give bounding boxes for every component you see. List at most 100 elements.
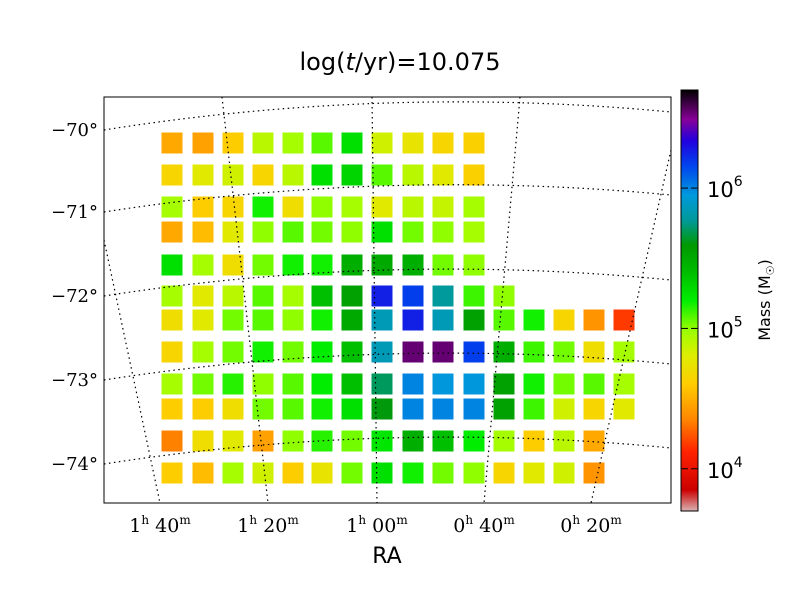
mass-cell — [463, 341, 485, 363]
mass-cell — [222, 285, 244, 307]
mass-cell — [402, 341, 424, 363]
mass-cell — [402, 285, 424, 307]
mass-cell — [583, 430, 605, 452]
mass-cell — [463, 221, 485, 243]
mass-cell — [371, 132, 393, 154]
dec-tick-label: −73° — [51, 370, 98, 391]
mass-cell — [311, 462, 333, 484]
mass-cell — [341, 462, 363, 484]
mass-cell — [222, 373, 244, 395]
mass-cell — [583, 462, 605, 484]
mass-cell — [252, 398, 274, 420]
mass-cell — [161, 430, 183, 452]
colorbar-gradient — [680, 89, 699, 512]
mass-cell — [311, 221, 333, 243]
mass-cell — [371, 164, 393, 186]
mass-cell — [463, 373, 485, 395]
ra-tick-label: 1h 20m — [237, 513, 299, 537]
mass-cell — [341, 373, 363, 395]
mass-cell — [311, 164, 333, 186]
mass-cell — [341, 196, 363, 218]
ra-tick-label: 0h 40m — [453, 513, 515, 537]
mass-cell — [252, 373, 274, 395]
mass-cell — [402, 398, 424, 420]
mass-cell — [252, 132, 274, 154]
mass-cell — [192, 221, 214, 243]
mass-cell — [192, 430, 214, 452]
mass-cell — [463, 309, 485, 331]
mass-cell — [432, 309, 454, 331]
colorbar-tick-label: 105 — [707, 314, 743, 342]
mass-cell — [252, 462, 274, 484]
mass-cell — [371, 398, 393, 420]
mass-cell — [282, 221, 304, 243]
mass-cell — [161, 462, 183, 484]
plot-area: −70° −71° −72° −73° −74° 1h 40m 1h 20m 1h 00m 0h 40… — [51, 96, 672, 537]
mass-cell — [432, 132, 454, 154]
mass-cell — [432, 196, 454, 218]
mass-cell — [493, 398, 515, 420]
mass-cell — [161, 309, 183, 331]
mass-cell — [341, 309, 363, 331]
mass-cell — [161, 164, 183, 186]
mass-cell — [523, 341, 545, 363]
mass-cell — [371, 285, 393, 307]
mass-cell — [432, 285, 454, 307]
mass-cell — [341, 132, 363, 154]
mass-cell — [192, 196, 214, 218]
ra-tick-label: 0h 20m — [560, 513, 622, 537]
mass-cell — [192, 132, 214, 154]
mass-cell — [371, 462, 393, 484]
mass-cell — [252, 309, 274, 331]
mass-cell — [463, 430, 485, 452]
x-axis-label: RA — [372, 544, 401, 569]
coordinate-grid — [103, 96, 672, 504]
mass-cell — [311, 309, 333, 331]
mass-cell — [311, 398, 333, 420]
mass-cell — [252, 221, 274, 243]
mass-cell — [432, 430, 454, 452]
mass-cell — [463, 462, 485, 484]
mass-cell — [432, 398, 454, 420]
mass-cell — [402, 196, 424, 218]
colorbar-label: Mass (M☉) — [755, 259, 777, 341]
mass-cell — [311, 341, 333, 363]
mass-cell — [523, 462, 545, 484]
mass-cell — [432, 462, 454, 484]
mass-cell — [282, 132, 304, 154]
mass-cell — [553, 341, 575, 363]
mass-cell — [463, 398, 485, 420]
mass-cell — [282, 285, 304, 307]
mass-cell — [192, 309, 214, 331]
plot-frame — [103, 96, 672, 504]
mass-cell — [523, 398, 545, 420]
mass-cell — [252, 164, 274, 186]
mass-cell — [192, 373, 214, 395]
mass-cell — [371, 196, 393, 218]
colorbar-ticks: 104 105 106 — [681, 174, 743, 483]
chart-title: log(t/yr)=10.075 — [300, 48, 501, 76]
mass-cell — [222, 221, 244, 243]
mass-cell — [222, 309, 244, 331]
colorbar: 104 105 106 Mass (M☉) — [680, 89, 777, 512]
mass-cell — [463, 285, 485, 307]
mass-cell — [192, 398, 214, 420]
mass-cell — [311, 285, 333, 307]
mass-cell — [553, 398, 575, 420]
mass-cell — [341, 164, 363, 186]
mass-cell — [583, 373, 605, 395]
mass-cell — [402, 254, 424, 276]
mass-cell — [161, 398, 183, 420]
mass-cell — [252, 341, 274, 363]
mass-cell — [192, 254, 214, 276]
ra-tick-label: 1h 40m — [129, 513, 191, 537]
mass-cell — [371, 430, 393, 452]
mass-cell — [282, 164, 304, 186]
mass-cell — [192, 285, 214, 307]
mass-cell — [282, 430, 304, 452]
mass-cell — [282, 462, 304, 484]
mass-cell — [161, 196, 183, 218]
mass-cell — [523, 309, 545, 331]
dec-tick-labels: −70° −71° −72° −73° −74° — [51, 120, 98, 475]
ra-grid-line — [590, 149, 672, 504]
